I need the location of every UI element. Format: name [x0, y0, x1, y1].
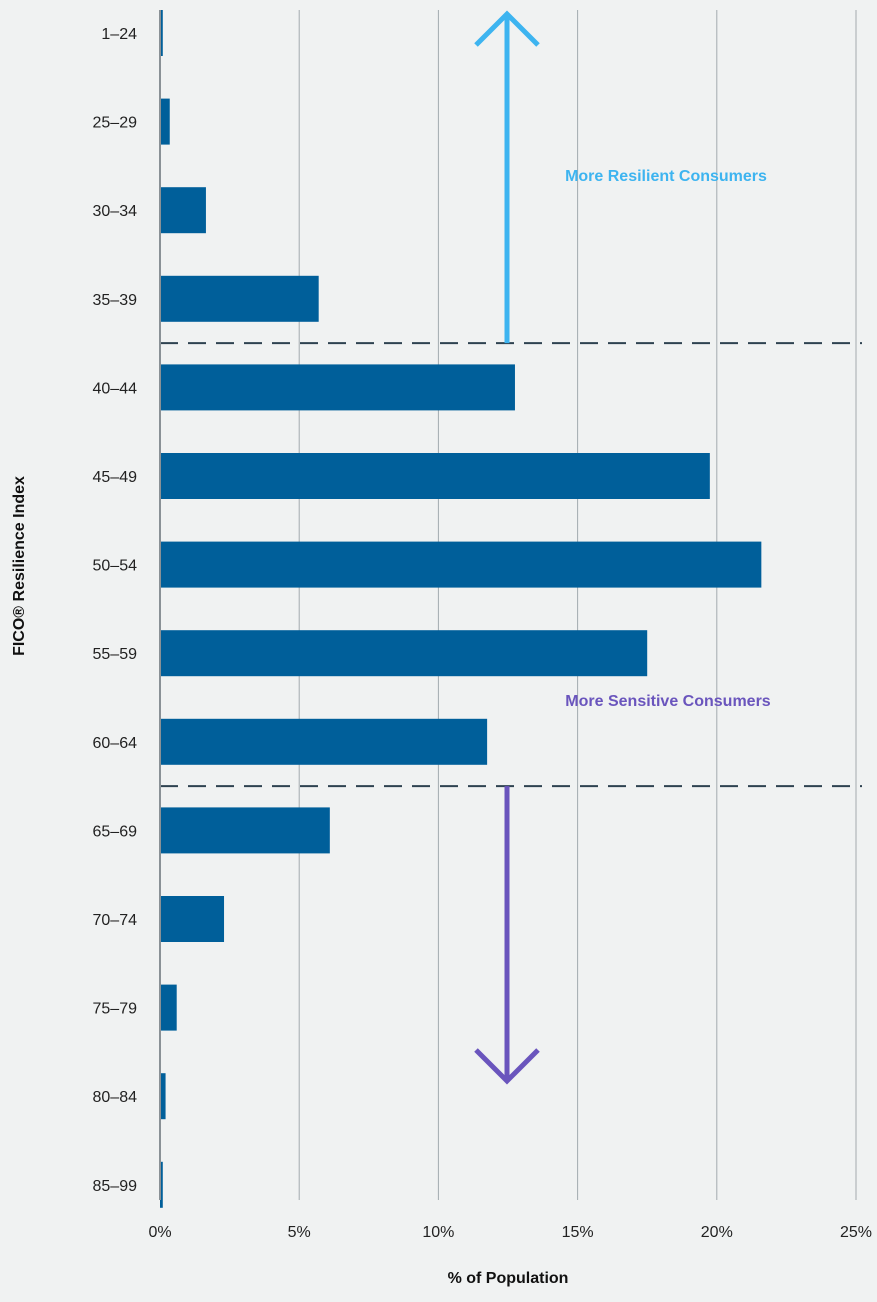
y-axis-title: FICO® Resilience Index [11, 476, 28, 656]
y-tick-label: 70–74 [93, 912, 138, 929]
bar [160, 187, 206, 234]
gridlines [298, 10, 857, 1200]
annotation-backdrop [457, 688, 557, 718]
bar [160, 718, 488, 765]
bar [160, 453, 710, 499]
bar [160, 807, 330, 854]
y-tick-label: 40–44 [93, 380, 138, 397]
y-tick-label: 65–69 [93, 823, 138, 840]
y-tick-label: 30–34 [93, 203, 138, 220]
y-tick-label: 80–84 [93, 1089, 138, 1106]
bar [160, 1073, 166, 1120]
x-tick-label: 25% [840, 1224, 872, 1241]
x-tick-label: 5% [288, 1224, 311, 1241]
x-tick-label: 20% [701, 1224, 733, 1241]
bar [160, 98, 170, 145]
threshold-dividers [160, 342, 862, 788]
y-tick-label: 50–54 [93, 558, 138, 575]
bar [160, 984, 177, 1031]
bar [160, 896, 225, 942]
y-tick-labels: 1–24 25–29 30–34 35–39 40–44 45–49 50–54 55–59 6… [93, 26, 138, 1195]
y-tick-label: 45–49 [93, 469, 138, 486]
sensitive-annotation: More Sensitive Consumers [565, 693, 771, 710]
x-tick-label: 15% [562, 1224, 594, 1241]
bar [160, 10, 163, 56]
x-tick-label: 0% [148, 1224, 171, 1241]
y-tick-label: 60–64 [93, 735, 138, 752]
resilient-arrow-head [474, 10, 540, 47]
y-tick-label: 75–79 [93, 1001, 138, 1018]
bar [160, 1161, 163, 1208]
bar [160, 630, 648, 677]
y-tick-label: 25–29 [93, 115, 138, 132]
sensitive-arrow [457, 688, 557, 1085]
sensitive-arrow-head [474, 1048, 540, 1085]
resilient-arrow [457, 10, 557, 344]
resilient-annotation: More Resilient Consumers [565, 168, 767, 185]
bar [160, 364, 515, 411]
y-tick-label: 35–39 [93, 292, 138, 309]
x-axis-title: % of Population [448, 1270, 569, 1287]
bar [160, 541, 762, 588]
x-tick-label: 10% [422, 1224, 454, 1241]
bar [160, 275, 319, 322]
y-tick-label: 85–99 [93, 1178, 138, 1195]
y-tick-label: 55–59 [93, 646, 138, 663]
x-tick-labels: 0% 5% 10% 15% 20% 25% [148, 1224, 872, 1241]
bars [160, 10, 762, 1208]
y-tick-label: 1–24 [101, 26, 137, 43]
